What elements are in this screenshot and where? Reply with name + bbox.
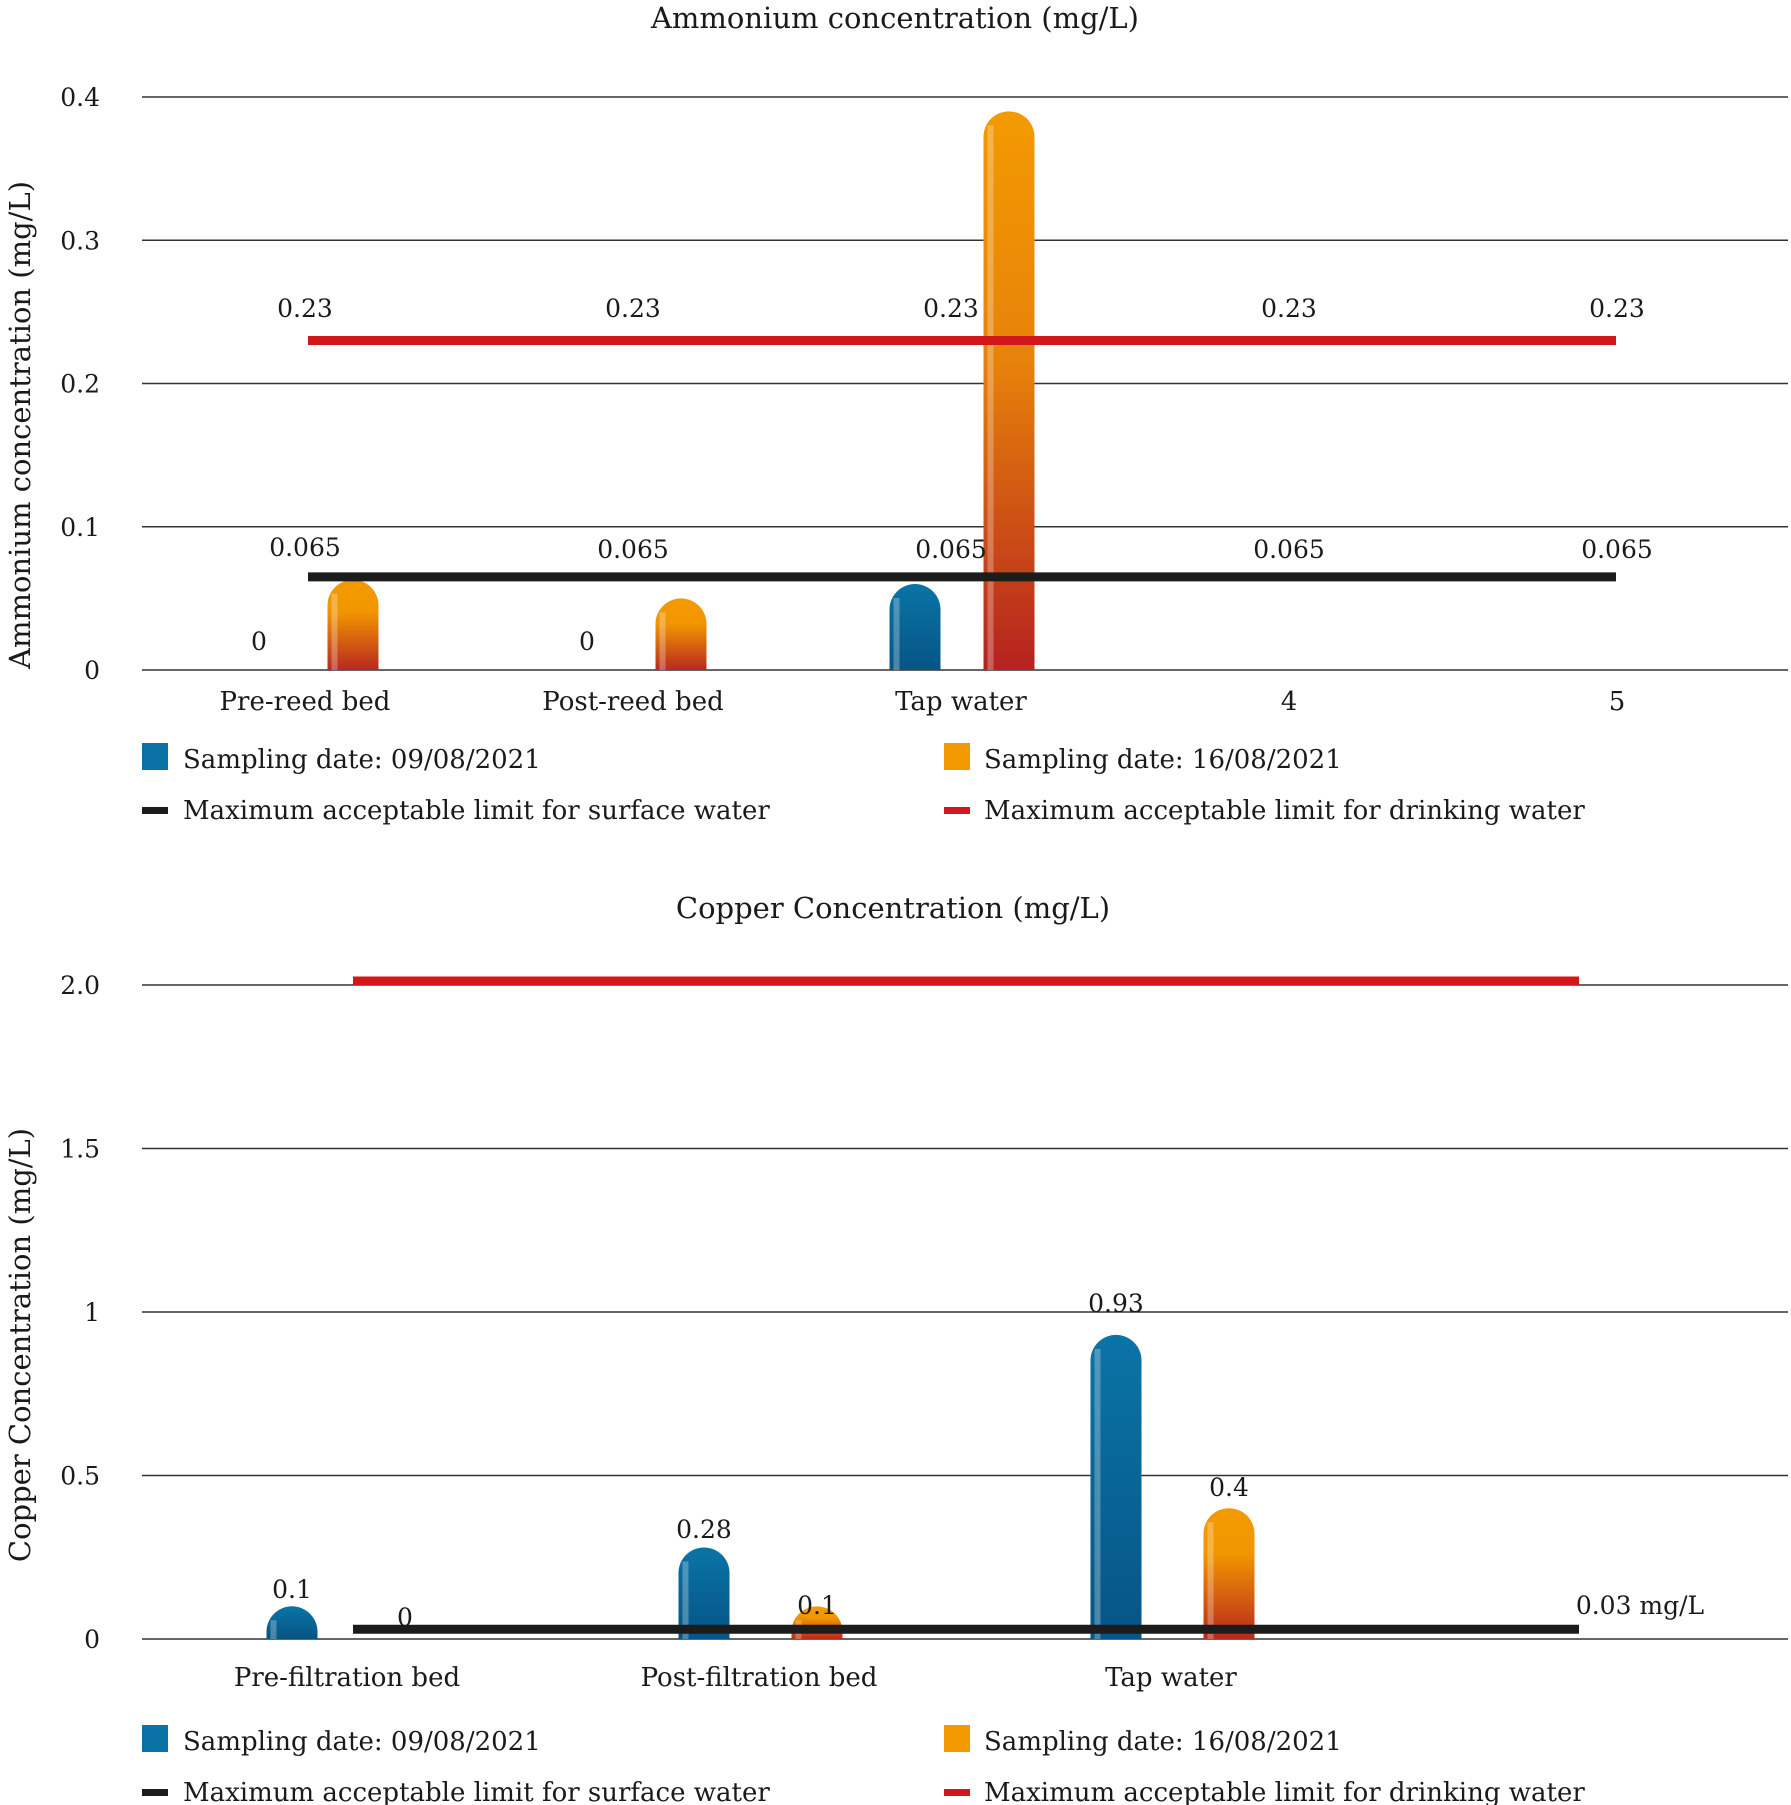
gridlines [142, 96, 1788, 671]
data-label: 0 [251, 627, 267, 656]
data-label: 0.065 [597, 535, 669, 564]
y-tick-label: 0.3 [60, 226, 100, 255]
x-tick-label: 4 [1281, 687, 1298, 717]
legend-entry-surface-limit: Maximum acceptable limit for surface wat… [183, 1778, 770, 1805]
x-tick-label: Tap water [895, 687, 1027, 717]
bar-sampling-date-09-08-2021-pre-filtration-bed [266, 1606, 318, 1639]
x-tick-label: Tap water [1105, 1663, 1237, 1693]
bar-highlight [1207, 1522, 1214, 1639]
copper-chart: Copper Concentration (mg/L) Copper Conce… [3, 891, 1788, 1805]
x-tick-label: Pre-reed bed [220, 687, 391, 717]
data-label: 0 [579, 627, 595, 656]
y-tick-label: 0.5 [60, 1462, 100, 1491]
bars [266, 1334, 1255, 1639]
data-label: 0.03 mg/L [1576, 1591, 1704, 1620]
y-tick-label: 0.2 [60, 370, 100, 399]
legend: Sampling date: 09/08/2021 Sampling date:… [142, 743, 1585, 826]
y-tick-labels: 0 0.1 0.2 0.3 0.4 [60, 83, 100, 685]
bar-sampling-date-09-08-2021-post-filtration-bed [678, 1547, 730, 1639]
bar-highlight [987, 125, 994, 670]
bar-highlight [331, 593, 338, 670]
data-label: 0 [397, 1603, 413, 1632]
legend-entry-series2: Sampling date: 16/08/2021 [984, 1727, 1342, 1757]
y-tick-labels: 0 0.5 1 1.5 2.0 [60, 971, 100, 1654]
data-labels: 0 0 0.065 0.065 0.065 0.065 0.065 0.23 0.23 0.23 0… [251, 294, 1653, 656]
y-tick-label: 1 [84, 1298, 100, 1327]
bar-sampling-date-16-08-2021-pre-reed-bed [327, 579, 379, 670]
legend-entry-drinking-limit: Maximum acceptable limit for drinking wa… [984, 1778, 1585, 1805]
x-tick-labels: Pre-reed bed Post-reed bed Tap water 4 5 [220, 687, 1626, 717]
limit-lines [308, 336, 1616, 582]
legend-swatch-drinking-limit [944, 1789, 970, 1796]
data-label: 0.23 [605, 294, 661, 323]
limit-lines [353, 976, 1579, 1634]
y-tick-label: 0 [84, 656, 100, 685]
x-tick-label: Pre-filtration bed [234, 1663, 460, 1693]
data-label: 0.4 [1209, 1473, 1249, 1502]
legend-entry-series1: Sampling date: 09/08/2021 [183, 1727, 541, 1757]
y-tick-label: 0 [84, 1625, 100, 1654]
bar-highlight [682, 1561, 689, 1639]
legend-swatch-series1 [142, 1725, 168, 1752]
data-labels: 0.1 0.28 0.93 0 0.1 0.4 0.03 mg/L [272, 1289, 1704, 1632]
bar-sampling-date-09-08-2021-tap-water [1090, 1334, 1142, 1639]
bar-highlight [1094, 1348, 1101, 1639]
data-label: 0.93 [1088, 1289, 1144, 1318]
data-label: 0.28 [676, 1515, 732, 1544]
x-tick-labels: Pre-filtration bed Post-filtration bed Tap… [234, 1663, 1238, 1693]
data-label: 0.065 [269, 533, 341, 562]
data-label: 0.065 [1581, 535, 1653, 564]
legend-swatch-series2 [944, 1725, 970, 1752]
y-axis-label: Copper Concentration (mg/L) [3, 1128, 37, 1562]
data-label: 0.065 [1253, 535, 1325, 564]
legend-swatch-drinking-limit [944, 807, 970, 814]
bar-highlight [893, 598, 900, 670]
y-tick-label: 0.1 [60, 513, 100, 542]
bar-sampling-date-16-08-2021-tap-water [983, 111, 1035, 670]
data-label: 0.23 [923, 294, 979, 323]
x-tick-label: 5 [1609, 687, 1626, 717]
bar-highlight [270, 1620, 277, 1639]
chart-title: Copper Concentration (mg/L) [676, 891, 1110, 925]
bar-highlight [659, 612, 666, 670]
data-label: 0.23 [277, 294, 333, 323]
y-tick-label: 1.5 [60, 1135, 100, 1164]
y-axis-label: Ammonium concentration (mg/L) [3, 181, 37, 670]
legend-swatch-surface-limit [142, 1789, 168, 1796]
legend: Sampling date: 09/08/2021 Sampling date:… [142, 1725, 1585, 1805]
y-tick-label: 0.4 [60, 83, 100, 112]
bar-sampling-date-16-08-2021-tap-water [1203, 1508, 1255, 1639]
bar-sampling-date-16-08-2021-post-reed-bed [655, 598, 707, 670]
data-label: 0.1 [272, 1575, 312, 1604]
chart-title: Ammonium concentration (mg/L) [650, 1, 1139, 35]
legend-swatch-series2 [944, 743, 970, 770]
y-tick-label: 2.0 [60, 971, 100, 1000]
x-tick-label: Post-reed bed [542, 687, 723, 717]
legend-entry-drinking-limit: Maximum acceptable limit for drinking wa… [984, 796, 1585, 826]
legend-swatch-series1 [142, 743, 168, 770]
gridlines [142, 984, 1788, 1640]
data-label: 0.23 [1589, 294, 1645, 323]
bar-sampling-date-09-08-2021-tap-water [889, 584, 941, 670]
data-label: 0.065 [915, 535, 987, 564]
x-tick-label: Post-filtration bed [641, 1663, 878, 1693]
legend-entry-series1: Sampling date: 09/08/2021 [183, 745, 541, 775]
legend-entry-series2: Sampling date: 16/08/2021 [984, 745, 1342, 775]
legend-entry-surface-limit: Maximum acceptable limit for surface wat… [183, 796, 770, 826]
legend-swatch-surface-limit [142, 807, 168, 814]
data-label: 0.23 [1261, 294, 1317, 323]
ammonium-chart: Ammonium concentration (mg/L) Ammonium c… [3, 1, 1788, 826]
bars [327, 111, 1035, 670]
data-label: 0.1 [797, 1591, 837, 1620]
